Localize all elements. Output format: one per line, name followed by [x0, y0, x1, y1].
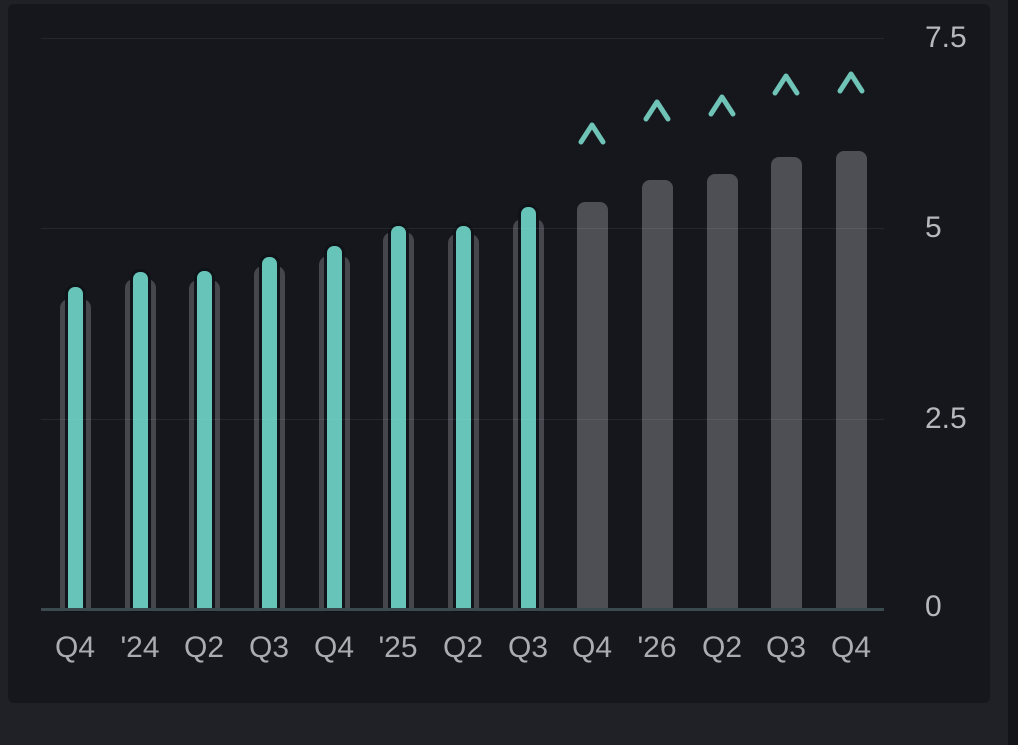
y-axis-label-0: 0: [925, 590, 942, 623]
forecast-bar-'26[interactable]: [641, 180, 673, 609]
high-estimate-chevron-icon[interactable]: [642, 97, 672, 123]
y-axis-label-2.5: 2.5: [925, 402, 967, 435]
actual-bar-Q4[interactable]: [67, 287, 83, 609]
window-edge-strip: [1008, 0, 1018, 745]
high-estimate-chevron-icon[interactable]: [707, 92, 737, 118]
forecast-chart-card: Q4 '24 Q2 Q3 Q4 '25 Q2 Q3 Q4 '26 Q2 Q3 Q4 7.5 5 2.5 0: [8, 4, 990, 703]
x-axis-label-8: Q4: [571, 631, 613, 664]
actual-bar-Q3[interactable]: [520, 207, 536, 609]
high-estimate-chevron-icon[interactable]: [771, 71, 801, 97]
x-axis-label-2: Q2: [183, 631, 225, 664]
x-axis-label-3: Q3: [248, 631, 290, 664]
forecast-bar-Q4[interactable]: [835, 151, 867, 609]
plot-area: Q4 '24 Q2 Q3 Q4 '25 Q2 Q3 Q4 '26 Q2 Q3 Q4 7.5 5 2.5 0: [8, 4, 990, 703]
x-axis-label-0: Q4: [54, 631, 96, 664]
x-axis-label-12: Q4: [830, 631, 872, 664]
forecast-bar-Q3[interactable]: [770, 157, 802, 609]
x-axis-label-1: '24: [120, 631, 160, 664]
forecast-bar-Q4[interactable]: [576, 202, 608, 609]
y-axis-label-5: 5: [925, 211, 942, 244]
gridline-2.5: [41, 419, 884, 420]
x-axis-label-6: Q2: [442, 631, 484, 664]
forecast-bar-Q2[interactable]: [706, 174, 738, 609]
x-axis-label-5: '25: [378, 631, 418, 664]
x-axis-label-4: Q4: [313, 631, 355, 664]
high-estimate-chevron-icon[interactable]: [577, 120, 607, 146]
actual-bar-Q4[interactable]: [326, 246, 342, 609]
high-estimate-chevron-icon[interactable]: [836, 69, 866, 95]
x-axis-label-9: '26: [637, 631, 677, 664]
x-axis-label-7: Q3: [507, 631, 549, 664]
x-axis-baseline: [41, 608, 884, 611]
x-axis-label-10: Q2: [701, 631, 743, 664]
actual-bar-Q2[interactable]: [196, 271, 212, 609]
actual-bar-Q3[interactable]: [261, 257, 277, 609]
actual-bar-'24[interactable]: [132, 272, 148, 609]
y-axis-label-7.5: 7.5: [925, 21, 967, 54]
gridline-7.5: [41, 38, 884, 39]
actual-bar-Q2[interactable]: [455, 226, 471, 609]
actual-bar-'25[interactable]: [390, 226, 406, 609]
gridline-5: [41, 228, 884, 229]
x-axis-label-11: Q3: [765, 631, 807, 664]
